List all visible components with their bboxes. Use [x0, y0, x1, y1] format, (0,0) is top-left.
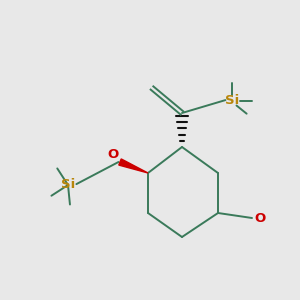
Polygon shape [119, 159, 148, 173]
Text: O: O [107, 148, 118, 160]
Text: O: O [254, 212, 266, 224]
Text: Si: Si [225, 94, 239, 107]
Text: Si: Si [61, 178, 75, 191]
